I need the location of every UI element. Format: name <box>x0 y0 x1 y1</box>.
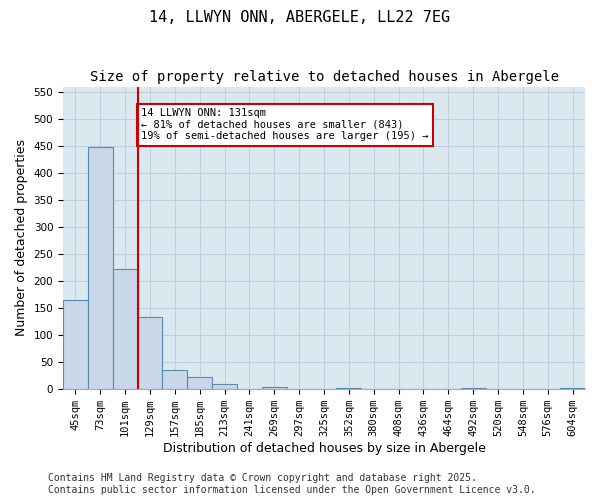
Bar <box>113 269 137 389</box>
Bar <box>88 146 113 389</box>
Bar <box>337 388 361 389</box>
Bar <box>137 318 163 389</box>
Bar <box>262 387 287 389</box>
Bar <box>212 384 237 389</box>
Bar <box>63 300 88 389</box>
Title: Size of property relative to detached houses in Abergele: Size of property relative to detached ho… <box>89 70 559 84</box>
Text: Contains HM Land Registry data © Crown copyright and database right 2025.
Contai: Contains HM Land Registry data © Crown c… <box>48 474 536 495</box>
Text: 14 LLWYN ONN: 131sqm
← 81% of detached houses are smaller (843)
19% of semi-deta: 14 LLWYN ONN: 131sqm ← 81% of detached h… <box>142 108 429 142</box>
Y-axis label: Number of detached properties: Number of detached properties <box>15 140 28 336</box>
Bar <box>461 388 485 389</box>
Bar <box>560 388 585 389</box>
Bar <box>187 378 212 389</box>
X-axis label: Distribution of detached houses by size in Abergele: Distribution of detached houses by size … <box>163 442 485 455</box>
Bar <box>163 370 187 389</box>
Text: 14, LLWYN ONN, ABERGELE, LL22 7EG: 14, LLWYN ONN, ABERGELE, LL22 7EG <box>149 10 451 25</box>
